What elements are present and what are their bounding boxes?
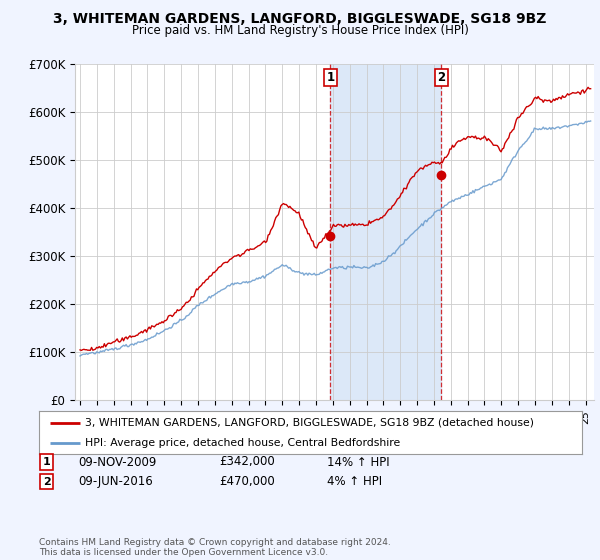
- Text: 4% ↑ HPI: 4% ↑ HPI: [327, 475, 382, 488]
- Text: Contains HM Land Registry data © Crown copyright and database right 2024.
This d: Contains HM Land Registry data © Crown c…: [39, 538, 391, 557]
- Text: HPI: Average price, detached house, Central Bedfordshire: HPI: Average price, detached house, Cent…: [85, 438, 400, 448]
- Text: 1: 1: [43, 457, 50, 467]
- Text: 09-NOV-2009: 09-NOV-2009: [78, 455, 157, 469]
- Text: 2: 2: [43, 477, 50, 487]
- Text: 2: 2: [437, 71, 445, 84]
- Text: Price paid vs. HM Land Registry's House Price Index (HPI): Price paid vs. HM Land Registry's House …: [131, 24, 469, 37]
- Text: 3, WHITEMAN GARDENS, LANGFORD, BIGGLESWADE, SG18 9BZ: 3, WHITEMAN GARDENS, LANGFORD, BIGGLESWA…: [53, 12, 547, 26]
- Text: 14% ↑ HPI: 14% ↑ HPI: [327, 455, 389, 469]
- Text: £470,000: £470,000: [219, 475, 275, 488]
- Text: 1: 1: [326, 71, 335, 84]
- Text: 09-JUN-2016: 09-JUN-2016: [78, 475, 153, 488]
- Bar: [331, 64, 442, 400]
- Text: £342,000: £342,000: [219, 455, 275, 469]
- Text: 3, WHITEMAN GARDENS, LANGFORD, BIGGLESWADE, SG18 9BZ (detached house): 3, WHITEMAN GARDENS, LANGFORD, BIGGLESWA…: [85, 418, 534, 428]
